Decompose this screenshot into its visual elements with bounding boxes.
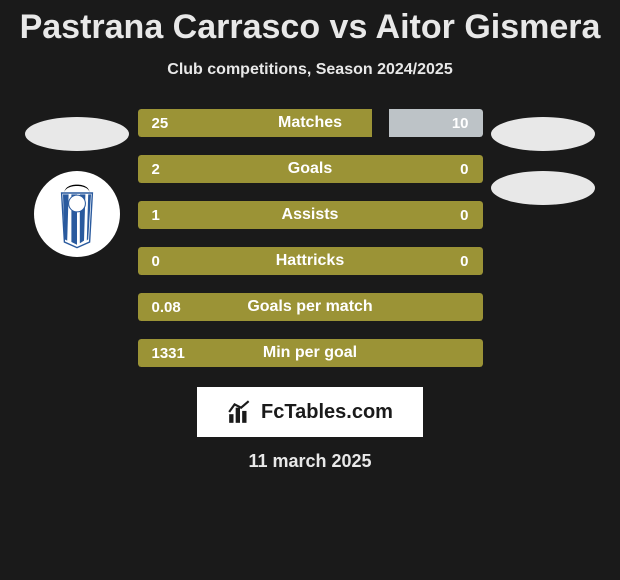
date-label: 11 march 2025: [248, 451, 371, 472]
stat-label: Assists: [282, 206, 339, 224]
brand-chart-icon: [227, 399, 253, 425]
stats-column: 25 Matches 10 2 Goals 0 1 Assists 0 0 Hattricks 0 0.…: [138, 109, 483, 367]
left-column: [25, 109, 130, 257]
stat-row: 25 Matches 10: [138, 109, 483, 137]
stat-value-right: 10: [452, 115, 469, 132]
stat-value-left: 2: [152, 161, 160, 178]
stat-value-left: 0.08: [152, 299, 181, 316]
stat-value-left: 25: [152, 115, 169, 132]
stat-value-left: 0: [152, 253, 160, 270]
stat-label: Goals: [288, 160, 332, 178]
stat-value-right: 0: [460, 161, 468, 178]
stat-row: 1331 Min per goal: [138, 339, 483, 367]
main-area: 25 Matches 10 2 Goals 0 1 Assists 0 0 Hattricks 0 0.…: [0, 109, 620, 367]
stat-value-right: 0: [460, 253, 468, 270]
stat-value-right: 0: [460, 207, 468, 224]
stat-label: Goals per match: [247, 298, 372, 316]
player1-club-logo: [34, 171, 120, 257]
right-column: [491, 109, 596, 205]
player2-club-placeholder-icon: [491, 171, 595, 205]
stat-label: Min per goal: [263, 344, 357, 362]
footer: FcTables.com 11 march 2025: [0, 387, 620, 472]
page-title: Pastrana Carrasco vs Aitor Gismera: [0, 8, 620, 47]
stat-row: 0 Hattricks 0: [138, 247, 483, 275]
stat-bar-right: [389, 109, 482, 137]
comparison-widget: Pastrana Carrasco vs Aitor Gismera Club …: [0, 0, 620, 472]
stat-row: 2 Goals 0: [138, 155, 483, 183]
player2-placeholder-icon: [491, 117, 595, 151]
player1-placeholder-icon: [25, 117, 129, 151]
stat-value-left: 1: [152, 207, 160, 224]
brand-text: FcTables.com: [261, 401, 393, 424]
stat-label: Hattricks: [276, 252, 344, 270]
stat-row: 0.08 Goals per match: [138, 293, 483, 321]
stat-value-left: 1331: [152, 345, 185, 362]
stat-label: Matches: [278, 114, 342, 132]
brand-badge: FcTables.com: [197, 387, 423, 437]
subtitle: Club competitions, Season 2024/2025: [0, 61, 620, 79]
stat-row: 1 Assists 0: [138, 201, 483, 229]
